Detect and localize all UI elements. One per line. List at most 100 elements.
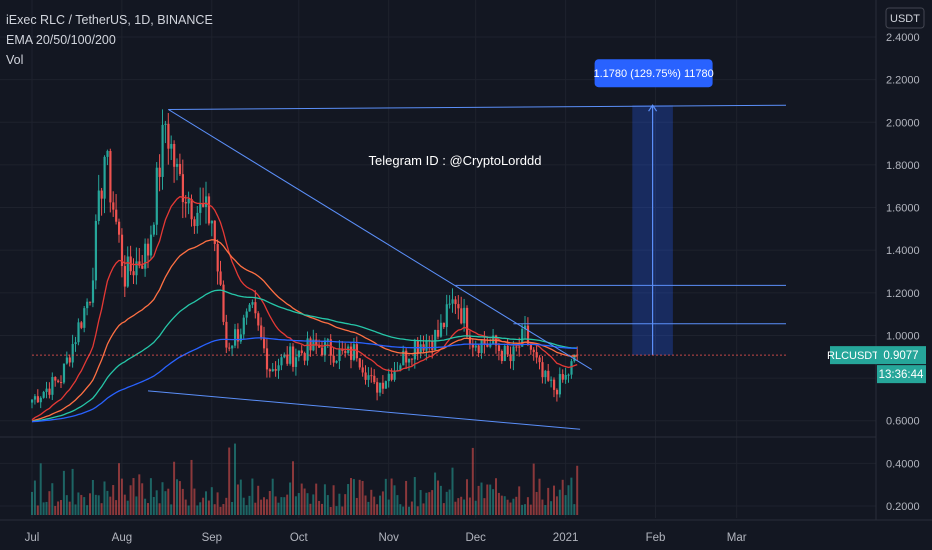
candle-body (500, 350, 503, 362)
volume-bar (193, 488, 196, 515)
volume-bar (576, 465, 579, 515)
volume-bar (167, 488, 170, 515)
candle-body (115, 209, 118, 222)
price-tick-label: 2.2000 (886, 75, 920, 87)
candle-body (326, 339, 329, 341)
currency-label[interactable]: USDT (890, 13, 920, 25)
candle-body (463, 307, 466, 324)
candle-body (445, 304, 448, 328)
volume-bar (332, 485, 335, 515)
candle-body (315, 339, 318, 346)
candle-body (91, 280, 95, 303)
symbol-title[interactable]: iExec RLC / TetherUS, 1D, BINANCE (6, 13, 213, 27)
candle-body (167, 123, 170, 149)
volume-bar (155, 490, 158, 515)
volume-bar (570, 477, 573, 515)
volume-bar (48, 491, 51, 515)
candle-body (416, 340, 419, 354)
volume-bar (355, 497, 358, 515)
symbol-tag-label: RLCUSDT (827, 350, 879, 362)
trendline[interactable] (147, 390, 581, 430)
price-axis[interactable]: 2.4000 2.2000 2.0000 1.8000 1.6000 1.4000 1.20… (827, 0, 926, 520)
candle-body (466, 307, 469, 337)
candle-body (155, 167, 158, 225)
last-price-tag (877, 346, 926, 365)
volume-bar (306, 493, 309, 515)
volume-bars (31, 443, 579, 515)
time-tick-label: Dec (465, 532, 486, 544)
candle-body (42, 391, 45, 398)
candle-body (83, 308, 86, 328)
volume-bar (500, 495, 503, 515)
price-tick-label: 2.4000 (886, 32, 920, 44)
trendline[interactable] (168, 109, 592, 370)
candle-body (434, 329, 437, 351)
candle-body (341, 349, 344, 351)
candle-body (294, 357, 298, 367)
volume-bar (321, 503, 323, 515)
candle-body (405, 350, 408, 363)
candle-body (161, 124, 164, 177)
candle-body (219, 271, 222, 285)
volume-bar (439, 485, 442, 515)
volume-bar (265, 499, 268, 515)
volume-bar (309, 503, 312, 515)
candle-body (39, 397, 42, 403)
candle-body (477, 345, 480, 354)
volume-bar (251, 478, 254, 515)
volume-bar (254, 502, 257, 515)
target-projection[interactable] (632, 104, 673, 356)
countdown-tag (877, 365, 926, 384)
volume-bar (561, 479, 564, 515)
volume-bar (106, 490, 109, 515)
volume-bar (526, 497, 529, 515)
target-arrowhead[interactable] (648, 104, 658, 112)
volume-bar (402, 506, 405, 515)
candle-body (141, 265, 144, 269)
volume-bar (326, 495, 329, 515)
volume-bar (524, 504, 526, 515)
candle-body (541, 362, 544, 378)
volume-bar (57, 501, 60, 515)
candle-body (567, 374, 570, 376)
volume-bar (91, 479, 94, 515)
time-axis[interactable]: Jul Aug Sep Oct Nov Dec 2021 Feb Mar (0, 519, 932, 544)
horizontal-level-line[interactable] (168, 104, 787, 110)
candle-body (68, 357, 71, 363)
candle-body (289, 346, 292, 364)
candle-body (112, 202, 115, 210)
candle-body (460, 308, 463, 324)
candle-body (54, 377, 57, 381)
volume-bar (428, 492, 431, 515)
time-tick-label: Nov (378, 532, 399, 544)
volume-bar (480, 482, 483, 515)
candle-body (60, 382, 63, 384)
candle-body (213, 220, 216, 244)
candle-body (439, 322, 443, 337)
volume-bar (437, 480, 439, 515)
volume-bar (506, 499, 509, 515)
candle-body (205, 196, 208, 207)
candle-body (144, 243, 147, 269)
candle-body (260, 325, 263, 338)
volume-bar (187, 505, 190, 515)
drawn-lines[interactable] (32, 104, 787, 430)
volume-bar (567, 485, 570, 515)
volume-bar (184, 499, 187, 515)
ema-indicator-label[interactable]: EMA 20/50/100/200 (6, 33, 116, 47)
price-tick-label: 1.6000 (886, 203, 920, 215)
volume-bar (135, 496, 138, 515)
candle-body (376, 382, 379, 393)
candle-body (564, 374, 567, 380)
volume-bar (457, 498, 460, 515)
currency-button[interactable] (885, 7, 925, 29)
candle-body (245, 311, 248, 318)
time-tick-label: 2021 (553, 532, 579, 544)
volume-indicator-label[interactable]: Vol (6, 53, 24, 67)
candle-body (367, 375, 370, 380)
candle-body (132, 271, 135, 276)
candle-body (408, 358, 411, 363)
volume-bar (199, 502, 202, 515)
